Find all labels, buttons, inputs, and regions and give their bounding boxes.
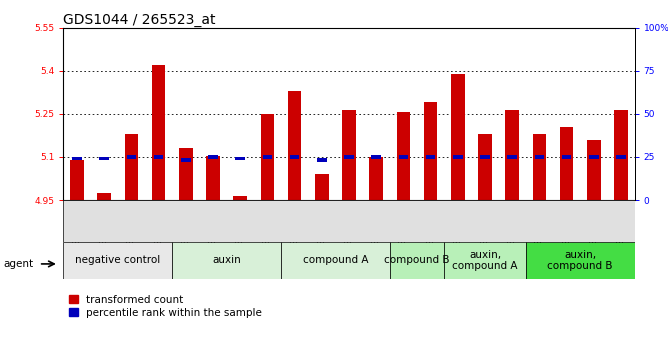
Bar (371, 155, 381, 159)
Bar (152, 65, 166, 200)
Text: agent: agent (3, 259, 33, 269)
Bar (397, 112, 410, 200)
Bar (534, 155, 544, 159)
Bar (236, 157, 245, 160)
Bar (560, 127, 573, 200)
Bar (154, 155, 164, 159)
Bar (424, 102, 438, 200)
Bar (281, 242, 390, 279)
Text: auxin,
compound A: auxin, compound A (452, 250, 518, 271)
Bar (290, 155, 299, 159)
Bar (614, 110, 628, 200)
Bar (98, 193, 111, 200)
Bar (317, 158, 327, 161)
Bar (233, 196, 247, 200)
Bar (127, 155, 136, 159)
Bar (208, 155, 218, 159)
Bar (172, 242, 281, 279)
Bar (125, 134, 138, 200)
Bar (526, 242, 635, 279)
Bar (506, 110, 519, 200)
Bar (532, 134, 546, 200)
Bar (480, 155, 490, 159)
Bar (444, 242, 526, 279)
Bar (100, 157, 109, 160)
Bar (478, 134, 492, 200)
Bar (263, 155, 272, 159)
Bar (453, 155, 462, 159)
Bar (70, 160, 84, 200)
Text: compound A: compound A (303, 256, 368, 265)
Bar (589, 155, 599, 159)
Bar (206, 156, 220, 200)
Legend: transformed count, percentile rank within the sample: transformed count, percentile rank withi… (69, 295, 263, 318)
Bar (451, 73, 465, 200)
Bar (72, 157, 81, 160)
Text: auxin: auxin (212, 256, 241, 265)
Bar (369, 157, 383, 200)
Text: GDS1044 / 265523_at: GDS1044 / 265523_at (63, 12, 216, 27)
Bar (508, 155, 517, 159)
Text: compound B: compound B (384, 256, 450, 265)
Bar (426, 155, 436, 159)
Bar (261, 114, 275, 200)
Bar (179, 148, 192, 200)
Bar (587, 140, 601, 200)
Text: negative control: negative control (75, 256, 160, 265)
Bar (342, 110, 356, 200)
Bar (288, 91, 301, 200)
Bar (562, 155, 571, 159)
Bar (315, 174, 329, 200)
Text: auxin,
compound B: auxin, compound B (548, 250, 613, 271)
Bar (399, 155, 408, 159)
Bar (181, 158, 190, 161)
Bar (390, 242, 444, 279)
Bar (617, 155, 626, 159)
Bar (344, 155, 354, 159)
Bar (63, 242, 172, 279)
